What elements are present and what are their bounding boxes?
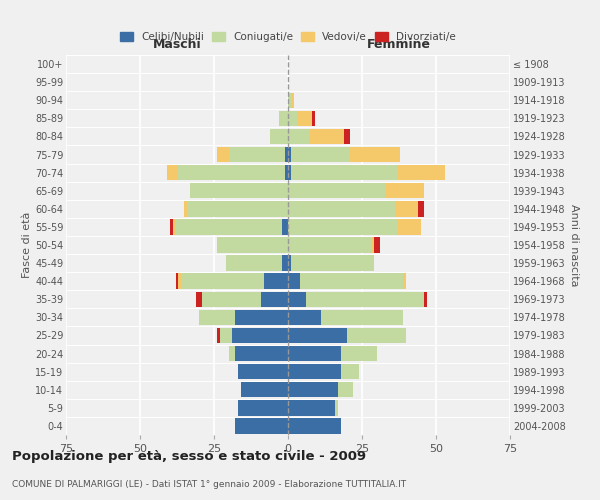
Bar: [288, 201, 395, 216]
Bar: [217, 147, 229, 162]
Bar: [265, 274, 288, 289]
Bar: [288, 418, 341, 434]
Legend: Celibi/Nubili, Coniugati/e, Vedovi/e, Divorziati/e: Celibi/Nubili, Coniugati/e, Vedovi/e, Di…: [120, 32, 456, 42]
Bar: [178, 274, 181, 289]
Bar: [291, 147, 350, 162]
Bar: [279, 110, 288, 126]
Bar: [173, 219, 176, 234]
Bar: [297, 110, 311, 126]
Bar: [288, 219, 398, 234]
Bar: [288, 128, 309, 144]
Bar: [270, 128, 288, 144]
Y-axis label: Anni di nascita: Anni di nascita: [569, 204, 580, 286]
Bar: [300, 274, 403, 289]
Bar: [176, 219, 282, 234]
Text: COMUNE DI PALMARIGGI (LE) - Dati ISTAT 1° gennaio 2009 - Elaborazione TUTTITALIA: COMUNE DI PALMARIGGI (LE) - Dati ISTAT 1…: [12, 480, 406, 489]
Bar: [229, 147, 285, 162]
Bar: [288, 256, 291, 271]
Bar: [288, 238, 371, 252]
Bar: [226, 256, 282, 271]
Bar: [229, 346, 235, 362]
Bar: [386, 183, 424, 198]
Bar: [241, 382, 288, 398]
Bar: [202, 292, 262, 307]
Bar: [288, 400, 335, 415]
Text: Femmine: Femmine: [367, 38, 431, 52]
Bar: [238, 400, 288, 415]
Bar: [217, 238, 288, 252]
Bar: [309, 128, 344, 144]
Y-axis label: Fasce di età: Fasce di età: [22, 212, 32, 278]
Bar: [288, 183, 386, 198]
Bar: [288, 92, 291, 108]
Bar: [178, 165, 285, 180]
Bar: [288, 382, 338, 398]
Bar: [288, 364, 341, 380]
Bar: [235, 418, 288, 434]
Bar: [176, 274, 178, 289]
Bar: [238, 364, 288, 380]
Bar: [398, 165, 445, 180]
Bar: [288, 310, 320, 325]
Bar: [306, 292, 424, 307]
Bar: [291, 92, 294, 108]
Bar: [184, 201, 187, 216]
Bar: [338, 382, 353, 398]
Bar: [418, 201, 424, 216]
Text: Popolazione per età, sesso e stato civile - 2009: Popolazione per età, sesso e stato civil…: [12, 450, 366, 463]
Bar: [235, 310, 288, 325]
Bar: [288, 346, 341, 362]
Bar: [285, 147, 288, 162]
Bar: [167, 165, 178, 180]
Text: Maschi: Maschi: [152, 38, 202, 52]
Bar: [288, 165, 291, 180]
Bar: [217, 328, 220, 343]
Bar: [190, 183, 288, 198]
Bar: [291, 165, 398, 180]
Bar: [403, 274, 406, 289]
Bar: [232, 328, 288, 343]
Bar: [288, 292, 306, 307]
Bar: [424, 292, 427, 307]
Bar: [235, 346, 288, 362]
Bar: [285, 165, 288, 180]
Bar: [395, 201, 418, 216]
Bar: [374, 238, 380, 252]
Bar: [187, 201, 288, 216]
Bar: [398, 219, 421, 234]
Bar: [335, 400, 338, 415]
Bar: [320, 310, 403, 325]
Bar: [199, 310, 235, 325]
Bar: [341, 364, 359, 380]
Bar: [288, 147, 291, 162]
Bar: [170, 219, 173, 234]
Bar: [291, 256, 374, 271]
Bar: [282, 219, 288, 234]
Bar: [288, 110, 297, 126]
Bar: [196, 292, 202, 307]
Bar: [350, 147, 400, 162]
Bar: [181, 274, 265, 289]
Bar: [347, 328, 406, 343]
Bar: [262, 292, 288, 307]
Bar: [282, 256, 288, 271]
Bar: [288, 328, 347, 343]
Bar: [341, 346, 377, 362]
Bar: [344, 128, 350, 144]
Bar: [371, 238, 374, 252]
Bar: [311, 110, 314, 126]
Bar: [220, 328, 232, 343]
Bar: [288, 274, 300, 289]
